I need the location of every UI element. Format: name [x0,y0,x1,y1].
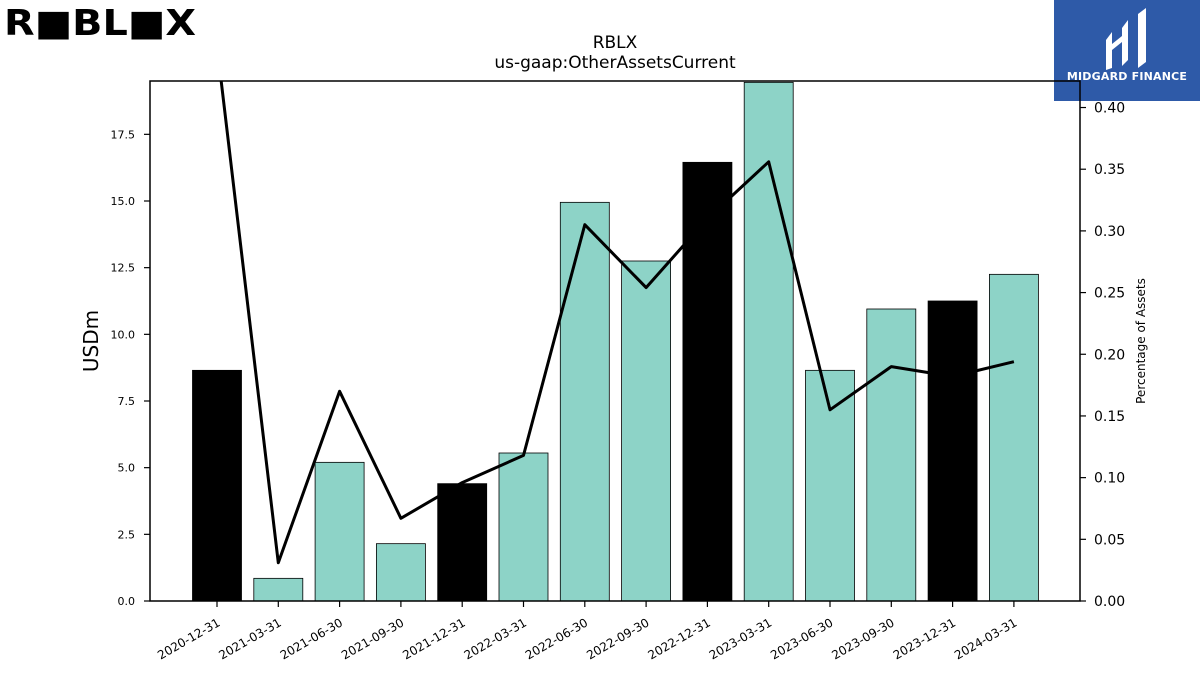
bar-2021-09-30 [375,543,426,602]
y2-tick-label: 0.05 [1094,532,1125,548]
bar-2021-03-31 [253,577,304,602]
y-tick-label: 15.0 [111,195,136,208]
midgard-logo-text: MIDGARD FINANCE [1066,70,1188,83]
midgard-finance-logo: MIDGARD FINANCE [1054,0,1200,101]
y-tick-label: 5.0 [118,462,136,475]
bar-2022-12-31 [682,161,733,602]
x-tick-label: 2022-03-31 [462,615,529,662]
plot-frame [149,80,1081,602]
y2-tick-label: 0.00 [1094,594,1125,610]
x-tick-label: 2021-03-31 [216,615,283,662]
bar-2022-03-31 [498,452,549,602]
y2-tick-label: 0.35 [1094,162,1125,178]
y-tick-label: 0.0 [118,595,136,608]
x-tick-label: 2023-03-31 [707,615,774,662]
chart-title: RBLX [593,33,638,53]
x-tick-label: 2024-03-31 [952,615,1019,662]
x-tick-label: 2023-06-30 [768,615,835,662]
x-tick-label: 2021-12-31 [400,615,467,662]
chart-subtitle: us-gaap:OtherAssetsCurrent [494,53,736,73]
x-tick-label: 2022-12-31 [645,615,712,662]
bar-2022-09-30 [621,260,671,602]
bar-2020-12-31 [192,369,242,602]
x-tick-label: 2021-09-30 [339,615,406,662]
y2-tick-label: 0.10 [1094,471,1125,487]
y-tick-label: 10.0 [111,328,136,341]
x-tick-label: 2023-12-31 [891,615,958,662]
y2-tick-label: 0.30 [1094,224,1125,240]
y-tick-label: 17.5 [111,128,136,141]
y2-tick-label: 0.40 [1094,101,1125,117]
x-tick-label: 2022-09-30 [584,615,651,662]
y2-tick-label: 0.15 [1094,409,1125,425]
y-axis-label: USDm [79,310,103,372]
bar-2022-06-30 [559,201,610,602]
bar-2023-09-30 [866,308,917,602]
x-tick-label: 2021-06-30 [278,615,345,662]
y-tick-label: 7.5 [118,395,136,408]
svg-text:R■BL■X: R■BL■X [4,4,196,40]
bar-2021-06-30 [314,461,365,602]
x-tick-label: 2020-12-31 [155,615,222,662]
y2-axis-label: Percentage of Assets [1134,278,1148,404]
bar-2023-12-31 [927,300,978,602]
bar-2024-03-31 [989,273,1039,602]
roblox-logo: R■BL■X [4,3,200,44]
percentage-line [219,81,1015,565]
y-tick-label: 2.5 [118,528,136,541]
y2-tick-label: 0.20 [1094,347,1125,363]
x-tick-label: 2023-09-30 [829,615,896,662]
bar-2023-03-31 [743,81,794,602]
bar-2021-12-31 [437,483,488,602]
y2-tick-label: 0.25 [1094,286,1125,302]
x-tick-label: 2022-06-30 [523,615,590,662]
y-tick-label: 12.5 [111,262,136,275]
